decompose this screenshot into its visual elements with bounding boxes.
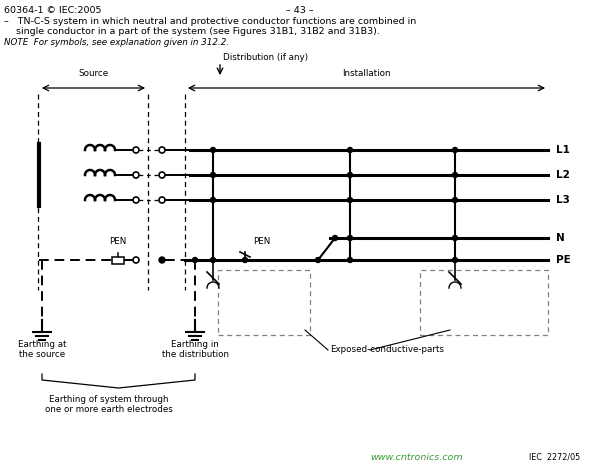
Circle shape [347, 258, 353, 263]
Text: 60364-1 © IEC:2005: 60364-1 © IEC:2005 [4, 6, 101, 15]
Text: PEN: PEN [253, 237, 270, 246]
Circle shape [133, 147, 139, 153]
Text: Distribution (if any): Distribution (if any) [223, 53, 308, 62]
Circle shape [452, 235, 458, 241]
Text: PE: PE [556, 255, 571, 265]
Text: –   TN-C-S system in which neutral and protective conductor functions are combin: – TN-C-S system in which neutral and pro… [4, 17, 416, 26]
Text: L3: L3 [556, 195, 570, 205]
Text: single conductor in a part of the system (see Figures 31B1, 31B2 and 31B3).: single conductor in a part of the system… [4, 27, 380, 36]
Circle shape [452, 197, 458, 203]
Text: PEN: PEN [109, 237, 127, 246]
Text: Source: Source [78, 69, 108, 78]
Bar [420, 270, 548, 335]
Circle shape [133, 172, 139, 178]
Text: IEC  2272/05: IEC 2272/05 [529, 453, 580, 462]
Text: Earthing in
the distribution: Earthing in the distribution [161, 340, 229, 360]
Text: NOTE  For symbols, see explanation given in 312.2.: NOTE For symbols, see explanation given … [4, 38, 229, 47]
Circle shape [316, 258, 320, 263]
Circle shape [452, 258, 458, 263]
Text: Earthing at
the source: Earthing at the source [18, 340, 66, 360]
Circle shape [347, 197, 353, 203]
Circle shape [211, 172, 215, 178]
Circle shape [159, 147, 165, 153]
Circle shape [133, 197, 139, 203]
Circle shape [242, 258, 248, 263]
Circle shape [452, 148, 458, 152]
Bar [218, 270, 310, 335]
Text: L1: L1 [556, 145, 570, 155]
Circle shape [211, 148, 215, 152]
Text: N: N [556, 233, 565, 243]
Circle shape [211, 197, 215, 203]
FancyBboxPatch shape [112, 257, 124, 264]
Text: – 43 –: – 43 – [286, 6, 314, 15]
Circle shape [347, 172, 353, 178]
Text: www.cntronics.com: www.cntronics.com [370, 453, 463, 462]
Circle shape [159, 172, 165, 178]
Circle shape [193, 258, 197, 263]
Text: Exposed-conductive-parts: Exposed-conductive-parts [330, 345, 444, 354]
Circle shape [159, 257, 165, 263]
Text: L2: L2 [556, 170, 570, 180]
Circle shape [211, 258, 215, 263]
Circle shape [347, 148, 353, 152]
Text: Installation: Installation [342, 69, 390, 78]
Text: Earthing of system through
one or more earth electrodes: Earthing of system through one or more e… [44, 395, 172, 415]
Circle shape [332, 235, 338, 241]
Circle shape [133, 257, 139, 263]
Circle shape [347, 235, 353, 241]
Circle shape [159, 197, 165, 203]
Circle shape [452, 172, 458, 178]
